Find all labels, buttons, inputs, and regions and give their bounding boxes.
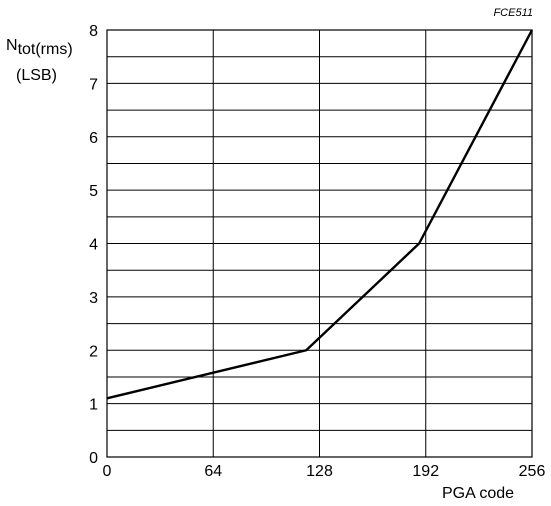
series-line [106, 29, 534, 400]
y-axis-label-main: N [6, 37, 18, 54]
x-tick-label: 256 [519, 463, 546, 480]
x-tick-label: 0 [103, 463, 112, 480]
tick-labels: 0 1 2 3 4 5 6 7 8 0 64 128 192 256 [89, 23, 545, 480]
x-tick-label: 128 [306, 463, 333, 480]
y-axis-label: Ntot(rms) [6, 37, 73, 58]
y-tick-label: 3 [89, 290, 98, 307]
y-tick-label: 4 [89, 237, 98, 254]
y-tick-label: 0 [89, 450, 98, 467]
y-tick-label: 1 [89, 397, 98, 414]
x-axis-label: PGA code [442, 485, 514, 502]
y-tick-label: 5 [89, 183, 98, 200]
x-tick-label: 64 [204, 463, 222, 480]
x-tick-label: 192 [412, 463, 439, 480]
y-tick-label: 8 [89, 23, 98, 40]
grid [106, 29, 533, 458]
figure-code: FCE511 [493, 7, 533, 19]
y-tick-label: 2 [89, 343, 98, 360]
y-axis-unit: (LSB) [16, 67, 57, 84]
y-tick-label: 6 [89, 130, 98, 147]
y-axis-label-subscript: tot(rms) [18, 41, 73, 58]
y-tick-label: 7 [89, 76, 98, 93]
plot-frame [106, 29, 533, 458]
